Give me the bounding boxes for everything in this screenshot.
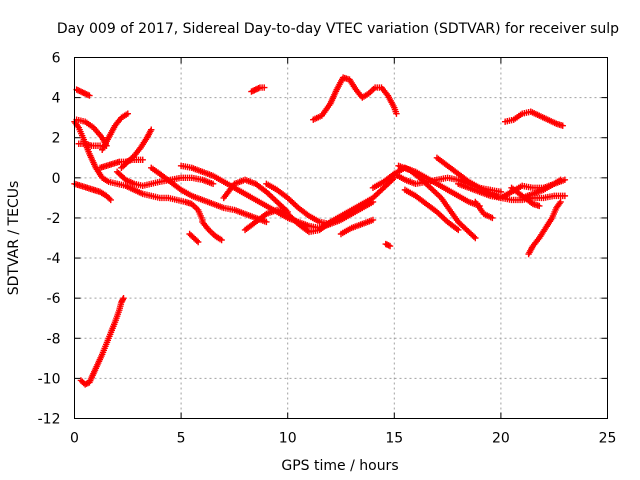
series-arc-ae: [525, 198, 564, 258]
y-tick-label: -10: [38, 371, 61, 387]
data-point: [470, 233, 478, 240]
x-tick-label: 10: [279, 431, 297, 447]
data-point: [261, 84, 268, 91]
y-tick-label: -12: [38, 412, 61, 428]
x-axis-label: GPS time / hours: [281, 458, 398, 474]
x-tick-label: 5: [177, 431, 186, 447]
data-point: [536, 202, 543, 210]
data-point: [472, 234, 479, 242]
data-point: [489, 214, 496, 222]
data-point: [393, 110, 400, 117]
x-tick-label: 0: [70, 431, 79, 447]
series-arc-h: [118, 126, 155, 172]
series-arc-k: [148, 164, 270, 226]
y-tick-label: 0: [52, 171, 61, 187]
series-arc-o: [220, 176, 291, 216]
series-arc-n: [199, 218, 225, 244]
data-point: [263, 218, 270, 226]
series-arc-g: [99, 110, 131, 153]
data-point: [193, 237, 200, 244]
series-arc-af: [519, 176, 564, 202]
plot-frame: [74, 57, 608, 419]
series-arc-j: [77, 294, 127, 388]
data-point: [124, 110, 131, 117]
y-axis-label: SDTVAR / TECUs: [6, 181, 22, 296]
data-point: [194, 238, 202, 246]
y-tick-label: -8: [47, 331, 61, 347]
series-arc-x: [395, 162, 479, 242]
series-arc-s: [310, 74, 400, 123]
series-arc-t: [337, 216, 377, 238]
series-arc-y: [401, 186, 462, 234]
series-arc-ab: [472, 198, 496, 222]
y-tick-label: -2: [47, 211, 61, 227]
data-point: [559, 122, 566, 129]
data-point: [148, 126, 155, 133]
y-tick-label: -4: [47, 251, 61, 267]
series-arc-e: [75, 140, 104, 149]
data-point: [455, 226, 462, 234]
data-point: [386, 242, 394, 250]
data-point: [218, 236, 225, 244]
x-tick-label: 20: [492, 431, 510, 447]
y-tick-label: 2: [52, 131, 61, 147]
data-marks: [71, 74, 569, 388]
series-arc-d: [73, 86, 93, 99]
data-point: [119, 296, 127, 303]
series-arc-q: [248, 84, 268, 95]
x-tick-label: 25: [599, 431, 617, 447]
data-point: [369, 216, 377, 224]
data-point: [497, 188, 505, 196]
data-point: [209, 180, 217, 188]
data-point: [107, 196, 114, 204]
y-tick-label: 4: [52, 91, 61, 107]
y-tick-label: 6: [52, 51, 61, 67]
y-tick-label: -6: [47, 291, 61, 307]
data-point: [561, 192, 569, 200]
data-point: [86, 92, 93, 99]
data-point: [557, 198, 564, 206]
data-point: [106, 195, 113, 202]
x-tick-label: 15: [385, 431, 403, 447]
data-point: [557, 176, 564, 184]
series-arc-m: [186, 230, 202, 246]
data-point: [139, 156, 146, 163]
chart-title: Day 009 of 2017, Sidereal Day-to-day VTE…: [57, 21, 619, 37]
series-arc-a: [71, 180, 114, 204]
series-arc-ac: [501, 108, 566, 129]
series-arc-b: [71, 118, 206, 224]
series-arc-v: [382, 240, 394, 250]
data-point: [369, 198, 377, 206]
series-arc-r: [263, 180, 377, 228]
data-point: [120, 294, 127, 302]
series-arc-i: [113, 168, 217, 190]
